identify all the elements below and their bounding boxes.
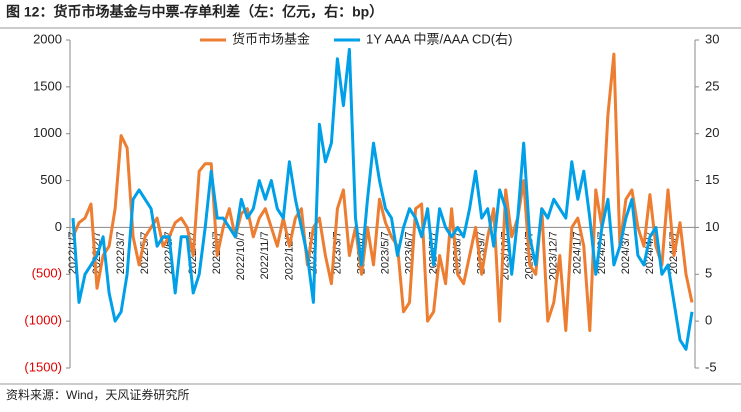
y-tick-label: 0 (55, 219, 62, 234)
chart-title: 图 12：货币市场基金与中票-存单利差（左：亿元，右：bp） (6, 4, 383, 20)
y2-tick-label: 0 (705, 313, 712, 328)
y-tick-label: 1000 (33, 125, 62, 140)
y2-tick-label: 20 (705, 125, 719, 140)
x-tick-label: 2023/5/7 (379, 231, 391, 274)
y2-tick-label: 5 (705, 266, 712, 281)
series-line (71, 47, 694, 351)
x-tick-label: 2024/3/7 (620, 231, 632, 274)
x-tick-label: 2024/1/7 (572, 231, 584, 274)
y-tick-label: (500) (32, 266, 62, 281)
x-tick-label: 2022/3/7 (115, 231, 127, 274)
x-tick-label: 2024/4/7 (644, 231, 656, 274)
legend-label: 货币市场基金 (232, 31, 310, 46)
y2-tick-label: -5 (705, 359, 717, 374)
y2-tick-label: 30 (705, 31, 719, 46)
x-tick-label: 2022/5/7 (139, 231, 151, 274)
y-tick-label: 2000 (33, 31, 62, 46)
y-tick-label: (1500) (24, 359, 62, 374)
y2-tick-label: 15 (705, 172, 719, 187)
legend-label: 1Y AAA 中票/AAA CD(右) (366, 31, 512, 46)
x-tick-label: 2022/11/7 (259, 231, 271, 279)
y-tick-label: 1500 (33, 78, 62, 93)
y2-tick-label: 25 (705, 78, 719, 93)
x-tick-label: 2022/10/7 (235, 231, 247, 280)
y-tick-label: (1000) (24, 313, 62, 328)
source: 资料来源：Wind，天风证券研究所 (6, 387, 189, 402)
y2-tick-label: 10 (705, 219, 719, 234)
y-tick-label: 500 (40, 172, 62, 187)
series-line (71, 52, 694, 332)
x-tick-label: 2022/12/7 (283, 231, 295, 280)
